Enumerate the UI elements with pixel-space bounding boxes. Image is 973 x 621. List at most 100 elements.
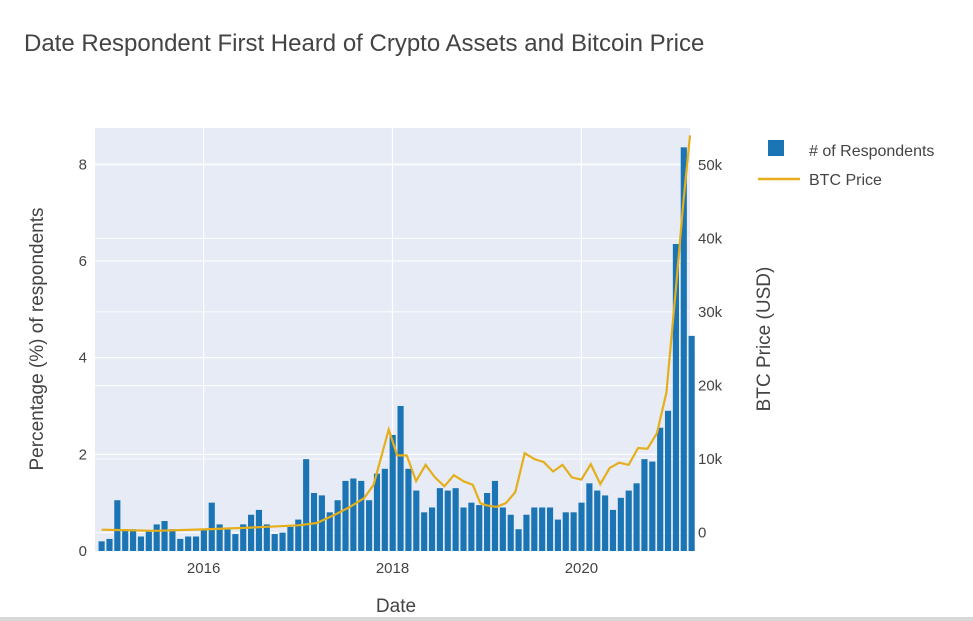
bar bbox=[468, 502, 475, 551]
bar bbox=[153, 524, 160, 551]
bar bbox=[192, 536, 200, 551]
bar bbox=[688, 335, 695, 551]
bar bbox=[350, 478, 357, 551]
y-tick-label: 0 bbox=[79, 543, 87, 560]
bar bbox=[130, 529, 137, 551]
bar-series bbox=[98, 147, 695, 551]
bar bbox=[649, 461, 656, 551]
legend-bar-swatch bbox=[768, 140, 784, 156]
y2-axis-label: BTC Price (USD) bbox=[754, 267, 775, 412]
x-tick-label: 2020 bbox=[565, 560, 598, 577]
bar bbox=[373, 473, 381, 551]
bar bbox=[169, 529, 176, 551]
bar bbox=[460, 507, 467, 551]
bar bbox=[680, 147, 687, 551]
bar bbox=[657, 427, 664, 551]
bar bbox=[546, 507, 554, 551]
bar bbox=[177, 538, 184, 551]
bar bbox=[208, 502, 215, 551]
bar bbox=[633, 483, 640, 551]
bar bbox=[499, 507, 506, 551]
y-axis-ticks: 0 2 4 6 8 bbox=[79, 156, 87, 560]
bar bbox=[452, 488, 459, 551]
bar bbox=[578, 502, 585, 551]
bar bbox=[444, 490, 451, 551]
x-axis-label: Date bbox=[376, 596, 416, 617]
bar bbox=[476, 505, 483, 551]
bar bbox=[562, 512, 569, 551]
y-tick-label: 6 bbox=[79, 253, 87, 270]
bar bbox=[358, 480, 365, 551]
y-tick-label: 4 bbox=[79, 350, 87, 367]
bar bbox=[326, 512, 333, 551]
bottom-divider bbox=[0, 617, 973, 621]
bar bbox=[232, 534, 239, 551]
y2-tick-label: 40k bbox=[698, 230, 723, 247]
bar bbox=[137, 536, 145, 551]
bar bbox=[436, 488, 443, 551]
legend-item-btc-price: BTC Price bbox=[809, 172, 882, 189]
bar bbox=[397, 405, 404, 551]
bar bbox=[248, 514, 255, 551]
legend[interactable]: # of Respondents BTC Price bbox=[758, 140, 934, 189]
bar bbox=[421, 512, 428, 551]
bar bbox=[279, 532, 286, 551]
bar bbox=[405, 468, 412, 551]
bar bbox=[318, 495, 325, 551]
bar bbox=[161, 521, 168, 551]
bar bbox=[570, 512, 577, 551]
y2-tick-label: 20k bbox=[698, 377, 723, 394]
bar bbox=[523, 514, 530, 551]
legend-item-respondents: # of Respondents bbox=[809, 143, 934, 160]
chart-title: Date Respondent First Heard of Crypto As… bbox=[24, 30, 704, 57]
bar bbox=[672, 244, 679, 551]
bar bbox=[664, 410, 672, 551]
y-tick-label: 8 bbox=[79, 156, 87, 173]
bar bbox=[515, 529, 522, 551]
bar bbox=[240, 524, 247, 551]
bar bbox=[484, 492, 491, 551]
bar bbox=[114, 500, 121, 551]
bar bbox=[594, 490, 601, 551]
bar bbox=[145, 531, 152, 551]
bar bbox=[491, 480, 499, 551]
bar bbox=[641, 459, 648, 551]
bar bbox=[185, 536, 192, 551]
bar bbox=[342, 480, 349, 551]
y-tick-label: 2 bbox=[79, 446, 87, 463]
bar bbox=[271, 534, 278, 551]
bar bbox=[122, 529, 129, 551]
bar bbox=[539, 507, 546, 551]
bar bbox=[224, 529, 231, 551]
bar bbox=[531, 507, 538, 551]
bar bbox=[617, 497, 624, 551]
y2-tick-label: 10k bbox=[698, 451, 723, 468]
bar bbox=[295, 519, 302, 551]
bar bbox=[287, 526, 294, 551]
y-axis-label: Percentage (%) of respondents bbox=[27, 208, 48, 471]
bar bbox=[310, 492, 318, 551]
bar bbox=[98, 541, 105, 551]
x-tick-label: 2018 bbox=[376, 560, 409, 577]
bar bbox=[428, 507, 436, 551]
bar bbox=[554, 519, 561, 551]
bar bbox=[366, 500, 373, 551]
x-axis-ticks: 2016 2018 2020 bbox=[187, 560, 598, 577]
bar bbox=[389, 434, 396, 551]
bar bbox=[263, 524, 270, 551]
bar bbox=[586, 483, 593, 551]
bar bbox=[334, 500, 341, 551]
bar bbox=[106, 538, 113, 551]
bar bbox=[507, 514, 514, 551]
bar bbox=[255, 509, 263, 551]
bar bbox=[200, 529, 207, 551]
btc-price-line bbox=[101, 135, 692, 532]
bar bbox=[625, 490, 632, 551]
bar bbox=[609, 509, 617, 551]
y2-tick-label: 30k bbox=[698, 304, 723, 321]
x-tick-label: 2016 bbox=[187, 560, 220, 577]
y2-tick-label: 50k bbox=[698, 157, 723, 174]
bar bbox=[216, 524, 223, 551]
y2-tick-label: 0 bbox=[698, 525, 706, 542]
